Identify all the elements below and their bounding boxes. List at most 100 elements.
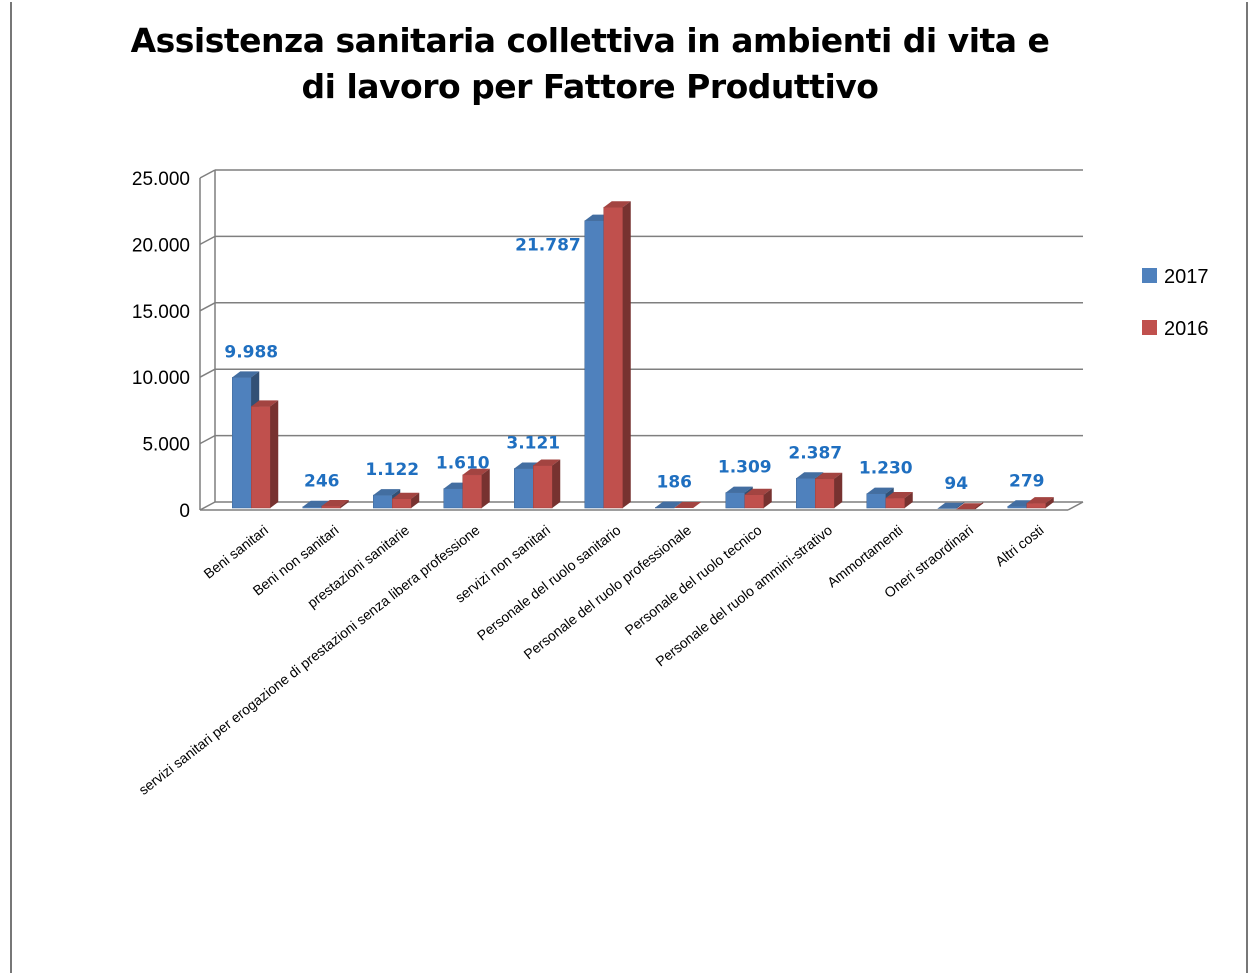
gridline-diagonal: [199, 235, 216, 246]
data-label: 21.787: [515, 236, 581, 256]
bar-front: [302, 506, 322, 509]
bar-side: [834, 472, 843, 508]
chart-frame: [10, 2, 1248, 973]
bar-top: [815, 472, 843, 479]
bar-front: [744, 494, 764, 509]
bar-front: [514, 468, 534, 509]
bar-side: [270, 400, 279, 508]
bar-front: [815, 478, 835, 509]
bar-front: [373, 494, 393, 509]
data-label: 1.610: [436, 454, 490, 474]
data-label: 246: [304, 472, 340, 492]
data-label: 1.122: [365, 460, 419, 480]
y-tick-label: 5.000: [142, 435, 190, 456]
y-tick-label: 20.000: [132, 235, 190, 256]
bar-side: [975, 502, 984, 510]
bar-2016: [885, 492, 913, 509]
legend-swatch: [1142, 320, 1157, 335]
x-tick-label: Personale del ruolo sanitario: [474, 522, 624, 644]
data-label: 1.309: [718, 458, 772, 478]
bar-front: [1007, 506, 1027, 509]
bar-2016: [815, 472, 843, 509]
bar-top: [674, 502, 702, 509]
bar-2016: [462, 468, 490, 509]
chart-title-line-2: di lavoro per Fattore Produttivo: [301, 67, 879, 106]
bar-2016: [533, 459, 561, 509]
chart-title-line-1: Assistenza sanitaria collettiva in ambie…: [130, 21, 1050, 60]
bar-2016: [321, 500, 349, 509]
bar-top: [321, 500, 349, 507]
legend-swatch: [1142, 268, 1157, 283]
y-tick-label: 0: [179, 501, 190, 522]
legend-label: 2017: [1164, 266, 1209, 288]
gridline-diagonal: [199, 368, 216, 378]
x-axis-depth: [1067, 501, 1084, 511]
bar-front: [462, 474, 482, 509]
data-label: 3.121: [506, 434, 560, 454]
data-label: 279: [1009, 471, 1045, 491]
bar-top: [885, 492, 913, 499]
data-label: 2.387: [788, 443, 842, 463]
gridline-diagonal: [199, 434, 216, 445]
bar-top: [796, 472, 824, 479]
bar-2016: [603, 201, 631, 509]
x-tick-label: Personale del ruolo tecnico: [622, 522, 765, 639]
bar-front: [443, 488, 463, 509]
gridline-diagonal: [199, 302, 216, 312]
bar-top: [655, 501, 683, 508]
back-wall: [222, 170, 1083, 502]
bar-front: [533, 465, 553, 509]
y-tick-label: 15.000: [132, 302, 190, 323]
bar-2016: [674, 502, 702, 509]
y-tick-label: 25.000: [132, 169, 190, 190]
bar-side: [693, 502, 702, 509]
x-tick-label: Beni sanitari: [201, 522, 272, 582]
data-label: 1.230: [859, 459, 913, 479]
bar-front: [885, 497, 905, 509]
bar-side: [481, 468, 490, 508]
bar-2016: [392, 492, 420, 509]
bar-front: [321, 505, 341, 509]
bar-side: [674, 501, 683, 508]
legend-label: 2016: [1164, 318, 1209, 340]
bar-side: [552, 459, 561, 508]
bar-2017: [655, 501, 683, 509]
bar-top: [373, 489, 401, 496]
bar-side: [340, 500, 349, 508]
data-label: 186: [657, 473, 693, 493]
bar-2016: [956, 502, 984, 510]
chart-title: Assistenza sanitaria collettiva in ambie…: [60, 18, 1120, 110]
bar-front: [392, 498, 412, 509]
y-tick-label: 10.000: [132, 368, 190, 389]
bar-front: [866, 493, 886, 509]
bar-2016: [744, 488, 772, 509]
bar-front: [232, 377, 252, 509]
data-label: 94: [944, 474, 968, 494]
bar-top: [725, 486, 753, 493]
bar-front: [725, 492, 745, 509]
bar-top: [744, 488, 772, 495]
bar-front: [584, 220, 604, 509]
bar-top: [866, 487, 894, 494]
bar-2016: [251, 400, 279, 509]
bar-front: [1026, 502, 1046, 509]
bar-front: [796, 478, 816, 509]
bar-side: [763, 488, 772, 508]
bar-top: [1026, 497, 1054, 504]
x-tick-label: servizi sanitari per erogazione di prest…: [135, 522, 482, 798]
bar-side: [622, 201, 631, 508]
bar-2017: [937, 502, 965, 509]
bar-side: [904, 492, 913, 508]
bar-top: [392, 492, 420, 499]
bar-2016: [1026, 497, 1054, 509]
x-tick-label: Altri costi: [992, 522, 1047, 570]
bar-front: [603, 206, 623, 509]
bar-side: [956, 502, 965, 509]
bar-top: [251, 400, 279, 407]
bar-side: [1045, 497, 1054, 508]
bar-side: [411, 492, 420, 508]
gridline-diagonal: [199, 501, 216, 511]
bar-top: [232, 371, 260, 378]
bar-top: [603, 201, 631, 208]
